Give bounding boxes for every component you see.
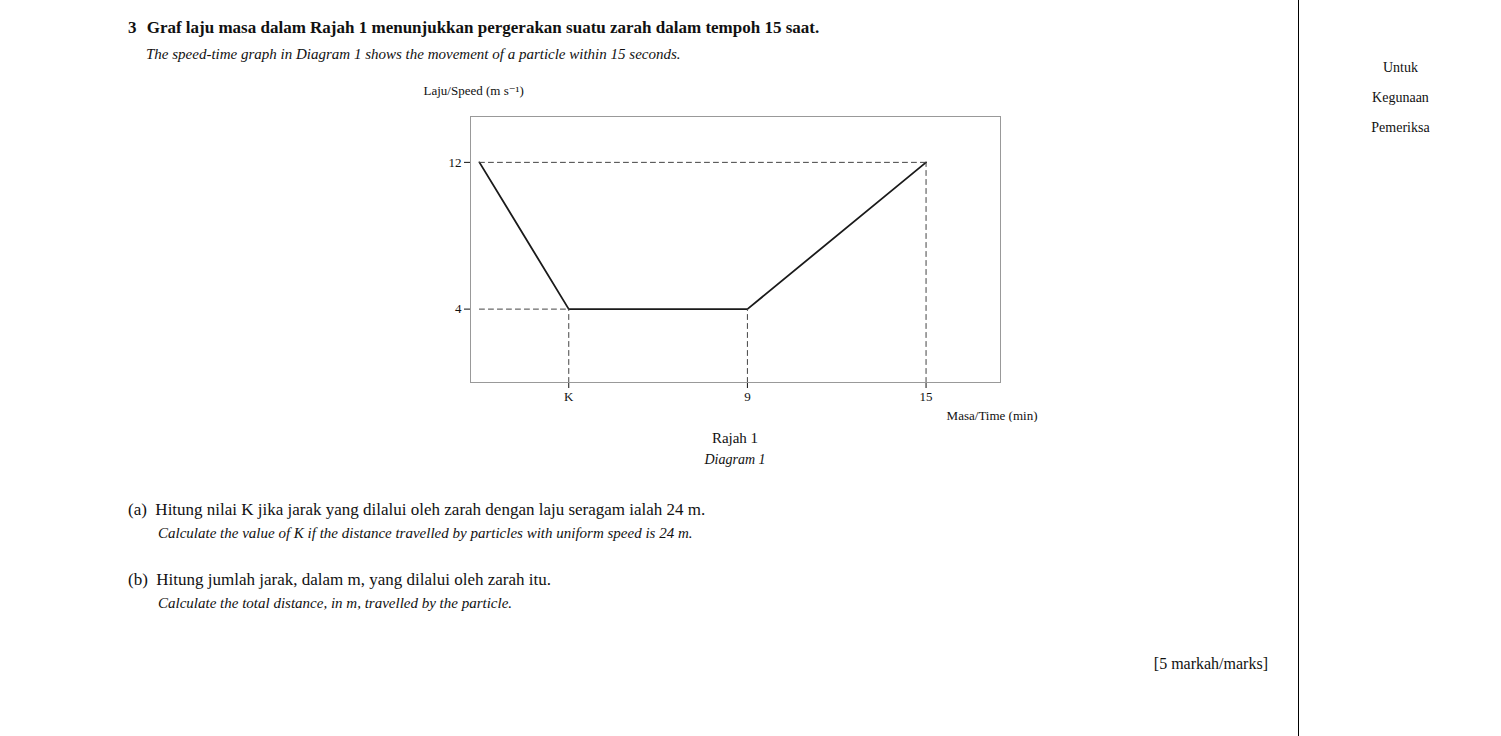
svg-text:15: 15: [920, 389, 933, 404]
html-text:The speed-time graph in Diagra: The speed-time graph in Diagram 1 shows …: [146, 46, 681, 62]
html-text:(a) Hitung nilai K jika jarak: (a) Hitung nilai K jika jarak yang dilal…: [128, 500, 706, 519]
svg-text:4: 4: [455, 301, 462, 316]
svg-text:K: K: [564, 389, 574, 404]
html-text:Rajah 1: Rajah 1: [711, 430, 759, 446]
html-text:Calculate the total distance,: Calculate the total distance, in m, trav…: [158, 595, 513, 611]
html-text:Kegunaan: Kegunaan: [1372, 90, 1429, 105]
html-text:Untuk: Untuk: [1383, 60, 1418, 75]
svg-text:9: 9: [744, 389, 751, 404]
html-text:Diagram 1: Diagram 1: [704, 452, 766, 467]
html-text:Calculate the value of K if th: Calculate the value of K if the distance…: [158, 525, 693, 541]
html-text:(b) Hitung jumlah jarak, dalam: (b) Hitung jumlah jarak, dalam m, yang d…: [128, 570, 551, 589]
html-text:Pemeriksa: Pemeriksa: [1371, 120, 1430, 135]
html-text:3: 3: [128, 18, 137, 37]
svg-text:Laju/Speed (m s⁻¹): Laju/Speed (m s⁻¹): [424, 83, 524, 98]
html-text:[5 markah/marks]: [5 markah/marks]: [1153, 655, 1268, 672]
svg-text:12: 12: [449, 155, 462, 170]
svg-text:Masa/Time (min): Masa/Time (min): [947, 408, 1038, 423]
html-text:Graf laju masa dalam Rajah 1 m: Graf laju masa dalam Rajah 1 menunjukkan…: [146, 18, 820, 37]
